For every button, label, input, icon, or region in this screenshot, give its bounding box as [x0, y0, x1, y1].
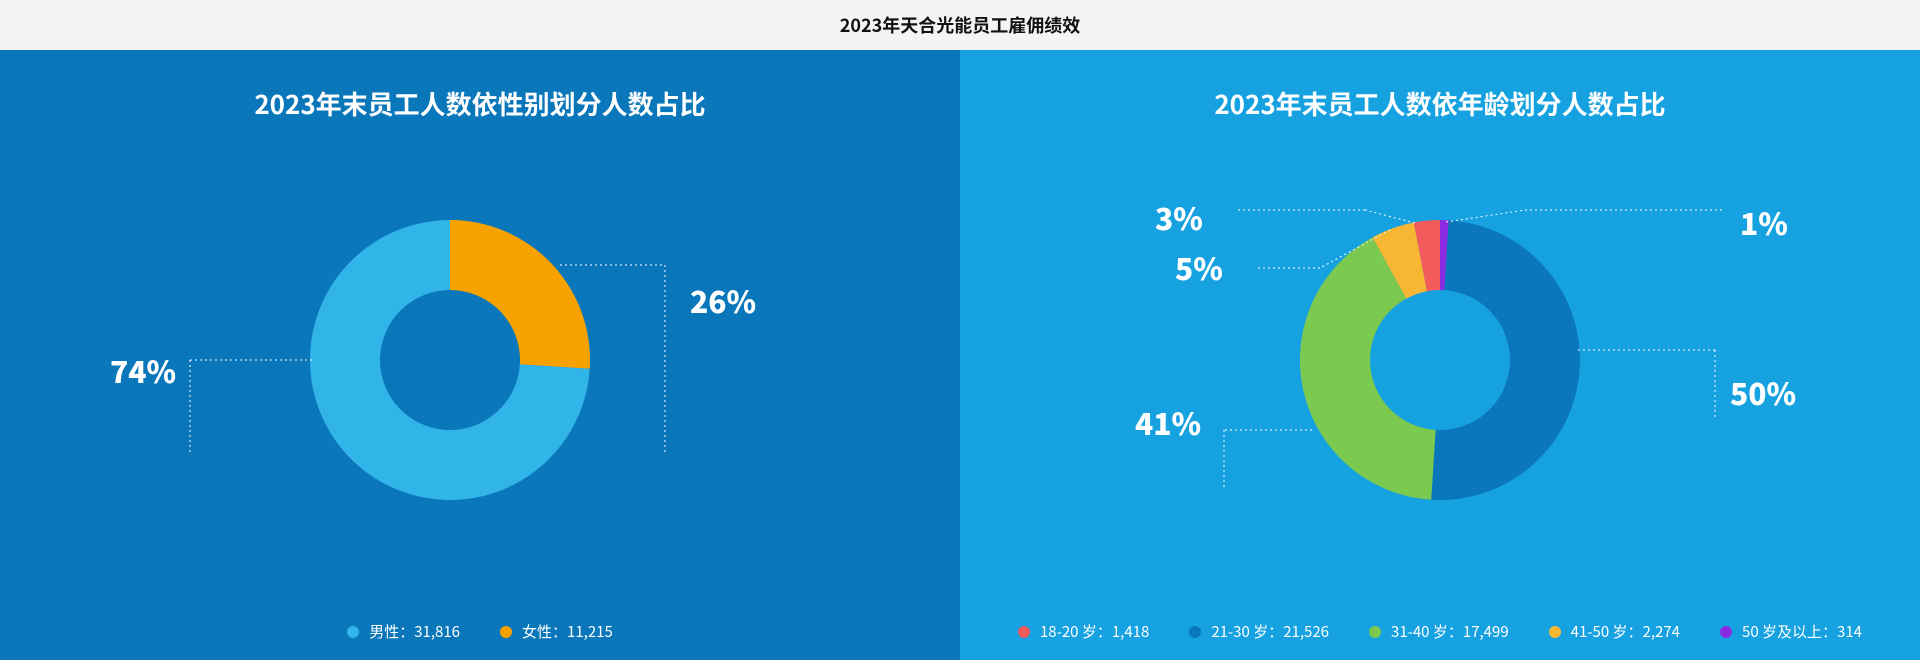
gender-legend-label-1: 女性：11,215 [522, 621, 613, 642]
age-legend-swatch-3 [1549, 626, 1561, 638]
age-value-label-2: 41% [1135, 400, 1201, 444]
age-legend-item-2: 31-40 岁：17,499 [1369, 621, 1509, 642]
panel-grid: 2023年末员工人数依性别划分人数占比26%74%男性：31,816女性：11,… [0, 50, 1920, 660]
age-value-label-0: 1% [1740, 200, 1788, 244]
age-legend-label-1: 21-30 岁：21,526 [1211, 621, 1329, 642]
age-legend: 18-20 岁：1,418 21-30 岁：21,526 31-40 岁：17,49… [960, 621, 1920, 642]
age-legend-item-4: 50 岁及以上：314 [1720, 621, 1862, 642]
gender-legend-label-0: 男性：31,816 [369, 621, 460, 642]
age-value-label-3: 5% [1175, 245, 1223, 289]
age-legend-item-0: 18-20 岁：1,418 [1018, 621, 1149, 642]
age-legend-swatch-1 [1189, 626, 1201, 638]
age-legend-swatch-0 [1018, 626, 1030, 638]
age-legend-label-2: 31-40 岁：17,499 [1391, 621, 1509, 642]
gender-legend: 男性：31,816 女性：11,215 [0, 621, 960, 642]
page-title: 2023年天合光能员工雇佣绩效 [0, 0, 1920, 50]
age-legend-label-4: 50 岁及以上：314 [1742, 621, 1862, 642]
age-legend-label-0: 18-20 岁：1,418 [1040, 621, 1149, 642]
age-legend-swatch-4 [1720, 626, 1732, 638]
panel-gender: 2023年末员工人数依性别划分人数占比26%74%男性：31,816女性：11,… [0, 50, 960, 660]
gender-legend-swatch-1 [500, 626, 512, 638]
age-donut [960, 50, 1920, 660]
gender-legend-swatch-0 [347, 626, 359, 638]
age-value-label-4: 3% [1155, 195, 1203, 239]
panel-age: 2023年末员工人数依年龄划分人数占比1%50%41%5%3%18-20 岁：1… [960, 50, 1920, 660]
gender-legend-item-0: 男性：31,816 [347, 621, 460, 642]
age-legend-item-3: 41-50 岁：2,274 [1549, 621, 1680, 642]
gender-value-label-1: 74% [110, 348, 176, 392]
age-legend-swatch-2 [1369, 626, 1381, 638]
age-slice-1 [1431, 220, 1580, 500]
gender-value-label-0: 26% [690, 278, 756, 322]
age-legend-label-3: 41-50 岁：2,274 [1571, 621, 1680, 642]
gender-legend-item-1: 女性：11,215 [500, 621, 613, 642]
gender-slice-0 [450, 220, 590, 369]
age-legend-item-1: 21-30 岁：21,526 [1189, 621, 1329, 642]
age-value-label-1: 50% [1730, 370, 1796, 414]
